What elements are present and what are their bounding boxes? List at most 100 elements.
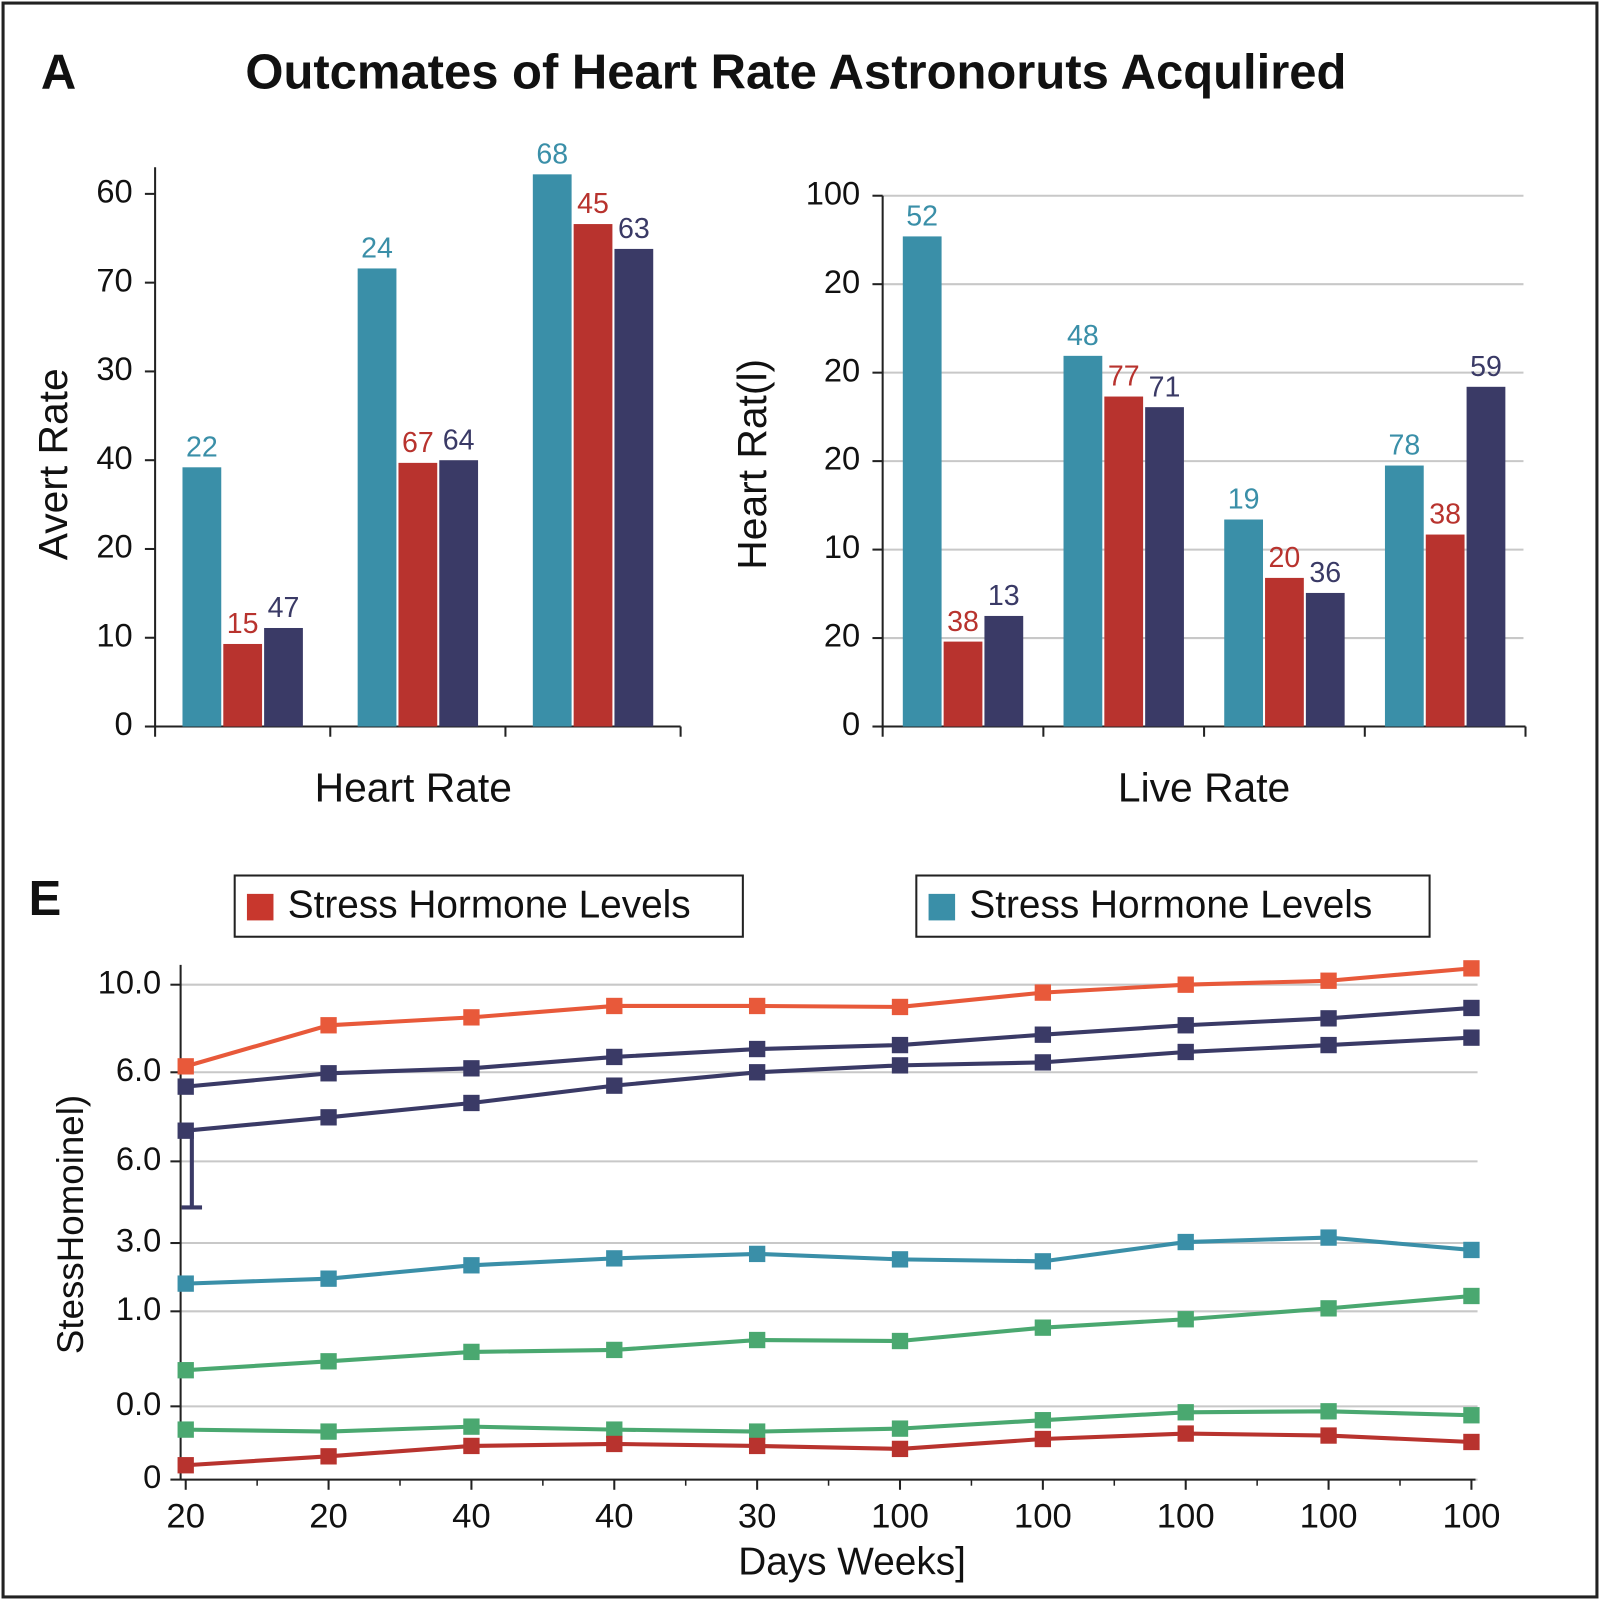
marker	[1177, 976, 1194, 993]
x-tick-label: 20	[166, 1498, 205, 1536]
marker	[606, 1341, 623, 1359]
panel-label: E	[29, 872, 62, 926]
y-axis-label: Avert Rate	[30, 368, 76, 560]
y-axis-label: Heart Rat(l)	[729, 359, 775, 570]
marker	[1177, 1017, 1194, 1034]
y-tick-label: 10	[824, 528, 860, 565]
panel-label: A	[41, 45, 76, 99]
marker	[320, 1065, 337, 1082]
bar-label: 45	[577, 188, 609, 220]
marker	[1177, 1404, 1194, 1421]
marker	[606, 1048, 623, 1066]
bar	[1104, 396, 1144, 727]
marker	[1034, 1253, 1052, 1270]
marker	[463, 1009, 480, 1026]
x-tick-label: 40	[452, 1498, 491, 1536]
line	[185, 1431, 1472, 1468]
y-tick-label: 70	[96, 261, 132, 298]
legend-box	[915, 874, 1431, 938]
marker	[1463, 999, 1480, 1017]
bar-label: 38	[1429, 499, 1461, 531]
marker	[463, 1257, 480, 1274]
marker	[320, 1353, 337, 1370]
marker	[1320, 1300, 1337, 1317]
marker	[1034, 1026, 1052, 1043]
line	[185, 966, 1472, 1069]
marker	[606, 1250, 623, 1267]
bar-label: 77	[1108, 361, 1140, 393]
y-tick-label: 40	[96, 439, 132, 476]
legend-swatch	[928, 893, 956, 921]
marker	[1463, 1407, 1480, 1424]
bar-label: 36	[1309, 557, 1341, 589]
bar	[1305, 592, 1345, 727]
marker	[463, 1060, 480, 1077]
y-tick-label: 6.0	[116, 1051, 161, 1088]
marker	[748, 1423, 766, 1440]
bar-label: 24	[361, 233, 393, 265]
marker	[1177, 1233, 1194, 1251]
line	[185, 1409, 1472, 1434]
marker	[891, 1251, 909, 1268]
x-tick-label: 100	[1014, 1498, 1072, 1536]
figure-title: Outcmates of Heart Rate Astronoruts Acqu…	[245, 45, 1346, 99]
y-tick-label: 30	[96, 350, 132, 387]
bar	[398, 462, 438, 727]
marker	[891, 1036, 909, 1054]
marker	[177, 1362, 194, 1379]
bar	[1425, 534, 1465, 727]
marker	[1177, 1425, 1194, 1442]
marker	[1034, 1412, 1052, 1429]
bar	[357, 268, 397, 727]
y-tick-label: 60	[96, 173, 132, 210]
bar-label: 15	[227, 608, 259, 640]
x-axis-label: Heart Rate	[315, 765, 512, 811]
marker	[320, 1270, 337, 1287]
marker	[1320, 1229, 1337, 1246]
x-tick-label: 100	[1442, 1498, 1500, 1536]
marker	[891, 1057, 909, 1074]
x-axis-label: Days Weeks]	[738, 1541, 966, 1584]
bar	[223, 643, 263, 727]
y-tick-label: 6.0	[116, 1140, 161, 1177]
x-tick-label: 40	[595, 1498, 634, 1536]
legend-label: Stress Hormone Levels	[288, 883, 691, 926]
x-tick-label: 100	[871, 1498, 929, 1536]
marker	[891, 1420, 909, 1437]
y-tick-label: 20	[824, 440, 860, 477]
marker	[606, 1077, 623, 1094]
bar-label: 22	[186, 431, 218, 463]
marker	[177, 1078, 194, 1095]
marker	[463, 1437, 480, 1455]
bar-label: 48	[1067, 320, 1099, 352]
legend-swatch	[246, 893, 274, 921]
y-tick-label: 0	[143, 1458, 161, 1495]
marker	[1320, 1036, 1337, 1054]
marker	[1463, 1287, 1480, 1305]
marker	[1034, 1430, 1052, 1448]
bar-label: 47	[268, 592, 300, 624]
marker	[1463, 1241, 1480, 1259]
marker	[1034, 1054, 1052, 1071]
marker	[891, 1332, 909, 1350]
marker	[1034, 1319, 1052, 1336]
y-tick-label: 20	[824, 351, 860, 388]
marker	[1034, 984, 1052, 1001]
legend-label: Stress Hormone Levels	[969, 883, 1372, 926]
bar	[1145, 407, 1184, 727]
y-tick-label: 20	[824, 263, 860, 300]
bar	[439, 460, 479, 727]
x-tick-label: 100	[1300, 1498, 1358, 1536]
bar	[1466, 386, 1506, 727]
marker	[463, 1343, 480, 1361]
bar	[1224, 519, 1264, 727]
bar-label: 63	[618, 213, 650, 245]
marker	[748, 997, 766, 1015]
marker	[1320, 1010, 1337, 1027]
bar-label: 59	[1470, 351, 1502, 383]
marker	[1463, 1029, 1480, 1046]
bar	[1265, 577, 1304, 727]
marker	[1463, 960, 1480, 977]
